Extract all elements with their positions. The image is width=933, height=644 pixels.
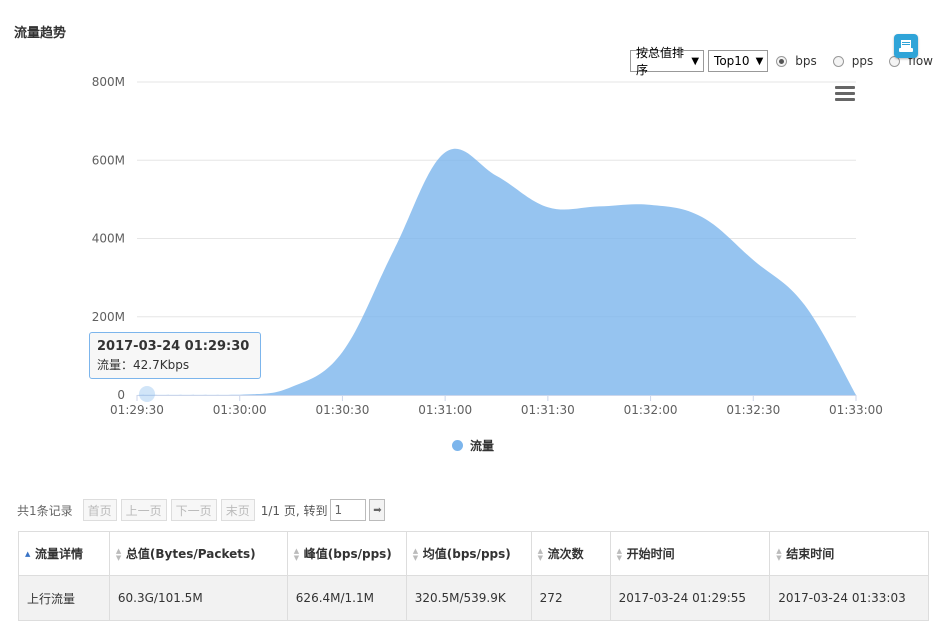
- chart-tooltip: 2017-03-24 01:29:30 流量：42.7Kbps: [89, 332, 261, 379]
- legend-swatch-icon: [452, 440, 463, 451]
- chart-menu-button[interactable]: [835, 86, 855, 104]
- sort-icon: ▲ ▼: [293, 546, 300, 562]
- table-header-row: ▲ 流量详情 ▲ ▼ 总值(Bytes/Packets) ▲ ▼ 峰值(bps/pps) …: [18, 531, 929, 576]
- top-select[interactable]: Top10 ▼: [708, 50, 769, 72]
- panel-title: 流量趋势: [14, 26, 67, 41]
- page-info: 1/1 页, 转到: [260, 503, 328, 518]
- table-cell: 272: [530, 575, 611, 621]
- save-icon: [899, 40, 913, 52]
- tooltip-value: 流量：42.7Kbps: [97, 358, 190, 372]
- chart-controls: 按总值排序 ▼ Top10 ▼ bps pps flow: [630, 46, 933, 77]
- column-header[interactable]: ▲ ▼ 流次数: [530, 531, 611, 576]
- sort-icon: ▲ ▼: [537, 546, 544, 562]
- table-cell: 2017-03-24 01:33:03: [769, 575, 929, 621]
- radio-bps-label: bps: [795, 54, 817, 68]
- last-page-button[interactable]: 末页: [220, 499, 255, 521]
- sort-icon: ▲ ▼: [616, 546, 622, 562]
- goto-page-input[interactable]: 1: [330, 499, 367, 521]
- tooltip-time: 2017-03-24 01:29:30: [97, 339, 250, 354]
- radio-pps-label: pps: [851, 54, 874, 68]
- x-tick-label: 01:31:30: [521, 403, 575, 417]
- sort-select-value: 按总值排序: [636, 46, 685, 77]
- x-tick-label: 01:32:00: [624, 403, 678, 417]
- export-button[interactable]: [894, 34, 918, 58]
- chart-legend-item[interactable]: 流量: [452, 437, 494, 454]
- traffic-area-chart: 0 200M 400M 600M 800M 01:29:30 01:30:00 01:30:…: [92, 75, 883, 417]
- table-row[interactable]: 上行流量 60.3G/101.5M 626.4M/1.1M 320.5M/539…: [18, 575, 929, 621]
- y-tick-label: 800M: [92, 75, 125, 89]
- sort-select[interactable]: 按总值排序 ▼: [630, 46, 705, 77]
- column-header[interactable]: ▲ ▼ 总值(Bytes/Packets): [108, 531, 288, 576]
- column-header[interactable]: ▲ ▼ 开始时间: [609, 531, 771, 576]
- pagination: 共1条记录 首页 上一页 下一页 末页 1/1 页, 转到 1 ➡: [17, 499, 386, 521]
- table-cell: 320.5M/539.9K: [405, 575, 532, 621]
- arrow-right-icon: ➡: [373, 504, 382, 516]
- column-header[interactable]: ▲ ▼ 结束时间: [769, 531, 929, 576]
- next-page-button[interactable]: 下一页: [170, 499, 217, 521]
- column-header[interactable]: ▲ ▼ 峰值(bps/pps): [286, 531, 407, 576]
- sort-icon: ▲: [25, 550, 31, 558]
- record-count: 共1条记录: [17, 503, 73, 518]
- x-tick-label: 01:32:30: [726, 403, 780, 417]
- sort-icon: ▲ ▼: [115, 546, 122, 562]
- y-tick-label: 0: [117, 388, 125, 402]
- radio-button-icon[interactable]: [776, 55, 788, 67]
- x-tick-label: 01:31:00: [418, 403, 472, 417]
- area-series-traffic[interactable]: [137, 148, 856, 395]
- x-tick-label: 01:29:30: [110, 403, 164, 417]
- hover-point-marker: [139, 386, 155, 402]
- dropdown-arrow-icon: ▼: [755, 55, 764, 67]
- sort-icon: ▲ ▼: [776, 546, 782, 562]
- y-tick-label: 400M: [92, 232, 125, 246]
- table-cell: 626.4M/1.1M: [286, 575, 407, 621]
- x-tick-label: 01:30:00: [213, 403, 267, 417]
- dropdown-arrow-icon: ▼: [691, 55, 700, 67]
- traffic-detail-table: ▲ 流量详情 ▲ ▼ 总值(Bytes/Packets) ▲ ▼ 峰值(bps/pps) …: [18, 531, 929, 621]
- table-cell: 2017-03-24 01:29:55: [609, 575, 771, 621]
- column-header[interactable]: ▲ ▼ 均值(bps/pps): [405, 531, 532, 576]
- column-header[interactable]: ▲ 流量详情: [18, 531, 110, 576]
- radio-pps[interactable]: pps: [832, 54, 874, 68]
- hamburger-menu-icon: [835, 86, 855, 101]
- x-tick-label: 01:30:30: [315, 403, 369, 417]
- first-page-button[interactable]: 首页: [82, 499, 117, 521]
- table-cell: 上行流量: [18, 575, 110, 621]
- y-tick-label: 600M: [92, 153, 125, 167]
- legend-label: 流量: [470, 439, 495, 453]
- radio-bps[interactable]: bps: [776, 54, 817, 68]
- top-select-value: Top10: [714, 54, 750, 68]
- x-tick-label: 01:33:00: [829, 403, 883, 417]
- y-tick-label: 200M: [92, 310, 125, 324]
- table-cell: 60.3G/101.5M: [108, 575, 288, 621]
- sort-icon: ▲ ▼: [412, 546, 419, 562]
- radio-button-icon[interactable]: [832, 55, 844, 67]
- goto-page-button[interactable]: ➡: [369, 499, 386, 521]
- prev-page-button[interactable]: 上一页: [120, 499, 167, 521]
